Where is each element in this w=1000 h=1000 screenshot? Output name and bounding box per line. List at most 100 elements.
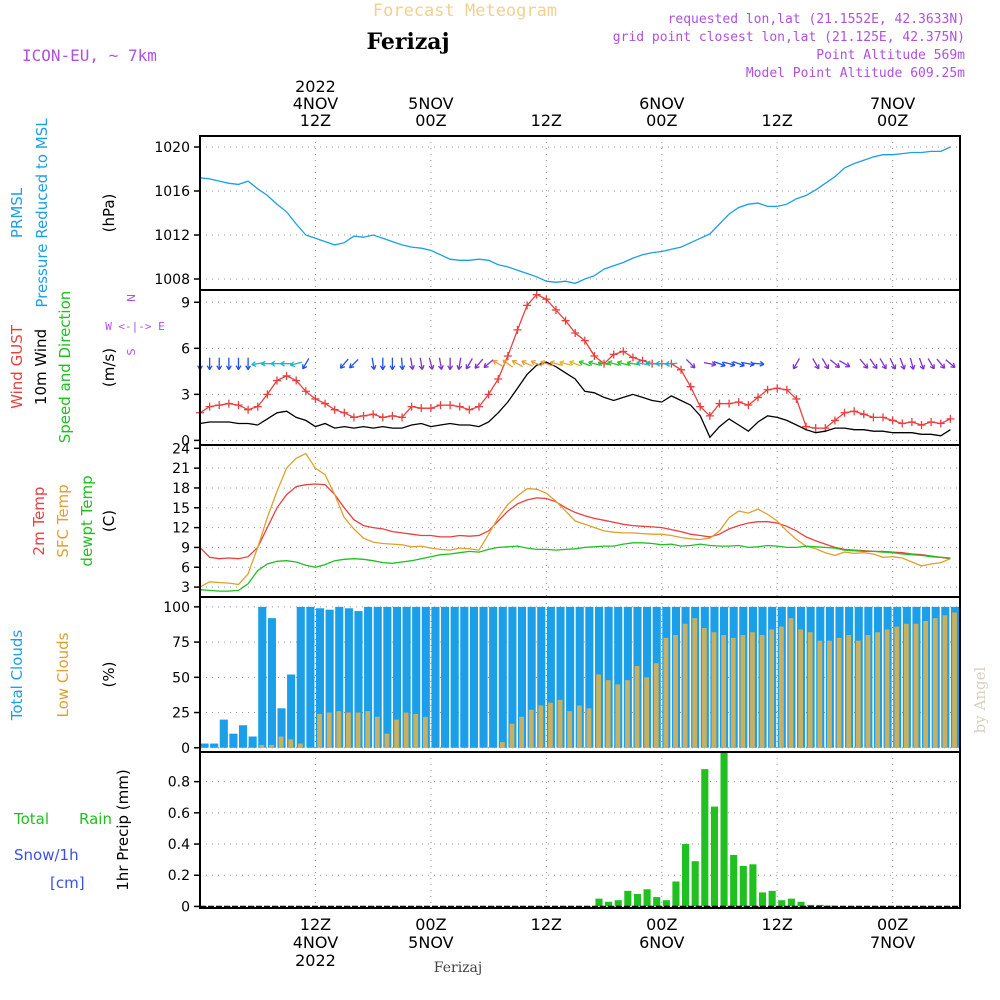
gust-marker: [205, 402, 214, 411]
bar-low-cloud: [634, 666, 640, 748]
wind-arrow: [597, 360, 611, 367]
gust-marker: [446, 401, 455, 410]
product-title: Forecast Meteogram: [373, 1, 557, 21]
wind-arrow: [339, 358, 349, 369]
bar-total-cloud: [219, 719, 228, 748]
wind-arrow-shaft: [751, 362, 765, 365]
wind-arrow: [859, 358, 869, 369]
gust-marker: [263, 390, 272, 399]
footer-location: Ferizaj: [434, 960, 482, 976]
bar-low-cloud: [653, 663, 659, 748]
gust-marker: [917, 421, 926, 430]
bar-low-cloud: [625, 680, 630, 748]
gust-marker: [282, 371, 291, 380]
bar-low-cloud: [374, 716, 380, 748]
wind-arrow-head: [607, 360, 613, 366]
wind-arrow-shaft: [859, 358, 869, 369]
gust-marker: [234, 401, 243, 410]
bar-precip: [624, 890, 632, 907]
wind-arrow-head: [483, 362, 489, 369]
y-tick-label: 0.4: [168, 837, 190, 853]
wind-arrow-shaft: [290, 361, 303, 366]
y-tick-label: 1012: [154, 228, 190, 244]
wind-arrow-head: [845, 362, 851, 368]
temp-label: 2m Temp: [30, 487, 48, 556]
y-axis-label: (%): [100, 662, 118, 688]
gust-marker: [705, 411, 714, 420]
gust-marker: [888, 416, 897, 425]
wind-arrow-head: [730, 361, 736, 368]
wind-arrow-head: [929, 364, 935, 370]
gust-marker: [215, 401, 224, 410]
bar-total-cloud: [200, 743, 209, 748]
bar-total-cloud: [546, 606, 555, 748]
wind-arrow: [216, 357, 223, 370]
time-tick-bottom: 12Z: [300, 915, 331, 934]
wind-arrow-shaft: [936, 358, 946, 369]
bar-total-cloud: [479, 606, 488, 748]
wind-arrow-head: [559, 360, 565, 366]
y-axis-label: (m/s): [100, 348, 118, 387]
wind-arrow-shaft: [428, 357, 434, 370]
gust-marker: [378, 413, 387, 422]
gust-marker: [715, 399, 724, 408]
wind-arrow-head: [409, 364, 415, 370]
bar-total-cloud: [431, 606, 440, 748]
wind-arrow-shaft: [792, 358, 801, 370]
bar-total-cloud: [315, 608, 325, 748]
wind-arrow-head: [492, 359, 498, 366]
wind-arrow: [245, 357, 252, 370]
wind-arrow: [636, 360, 649, 367]
wind-arrow-shaft: [540, 361, 553, 367]
bar-total-cloud: [460, 606, 469, 748]
wind-arrow-shaft: [465, 358, 473, 370]
wind-arrow-head: [655, 360, 661, 367]
gust-marker: [628, 353, 637, 362]
time-tick-top: 6NOV: [639, 94, 684, 113]
bar-precip: [739, 865, 747, 907]
wind-arrow-head: [665, 360, 670, 367]
wind-arrow: [559, 360, 572, 366]
wind-arrow-head: [617, 360, 623, 366]
wind-arrow-shaft: [559, 361, 572, 366]
low-clouds-label: Low Clouds: [54, 632, 72, 717]
wind-arrow: [617, 360, 630, 366]
gust-marker: [272, 376, 281, 385]
wind-arrow: [456, 357, 463, 370]
gust-marker: [474, 402, 483, 411]
gust-marker: [763, 385, 772, 394]
wind-arrow-shaft: [419, 357, 423, 370]
gust-marker: [523, 301, 532, 310]
wind-arrow-head: [456, 364, 463, 370]
gust-marker: [773, 384, 782, 393]
bar-low-cloud: [759, 635, 765, 748]
gust-marker: [484, 390, 493, 399]
y-tick-label: 75: [172, 635, 190, 651]
wind-arrow-shaft: [511, 360, 523, 368]
bar-low-cloud: [576, 705, 582, 748]
wind-arrow: [839, 360, 851, 368]
bar-low-cloud: [817, 640, 823, 748]
wind-arrow-shaft: [713, 361, 726, 367]
y-axis-label: (C): [100, 510, 118, 532]
gust-marker: [590, 351, 599, 360]
wind-arrow-head: [626, 360, 632, 367]
bar-low-cloud: [557, 699, 563, 748]
time-tick-top: 12Z: [762, 111, 793, 130]
wind-arrow-head: [261, 360, 266, 367]
gust-marker: [330, 405, 339, 414]
wind-arrow: [927, 358, 935, 370]
wind-arrow: [225, 357, 232, 370]
gust-label: Wind GUST: [8, 324, 26, 409]
wind-arrow: [399, 357, 406, 371]
y-tick-label: 3: [181, 387, 190, 403]
gust-marker: [244, 405, 253, 414]
bar-total-cloud: [402, 606, 411, 748]
bar-total-cloud: [450, 606, 459, 748]
wind-arrow: [370, 357, 377, 370]
wind-arrow-head: [540, 360, 546, 366]
wind-arrow: [511, 359, 523, 368]
gust-marker: [725, 399, 734, 408]
bar-total-cloud: [344, 608, 353, 748]
wind-arrow-head: [739, 361, 745, 368]
